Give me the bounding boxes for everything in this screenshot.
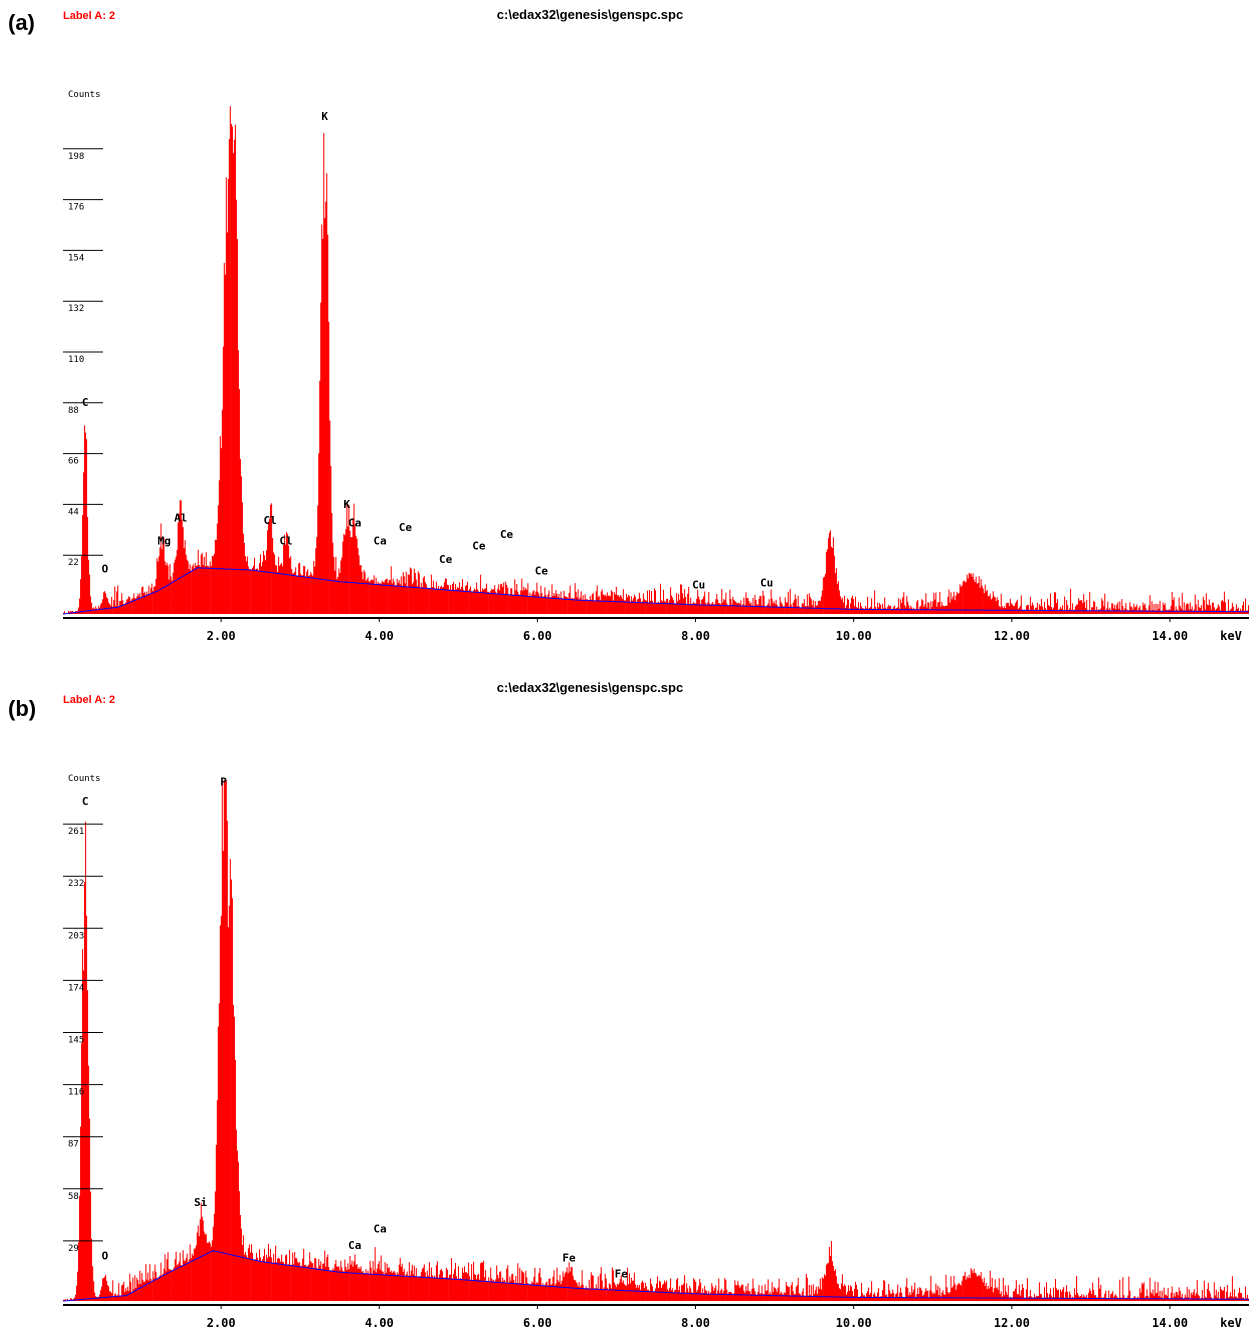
- spectrum-chart-a: 2.00 4.00 6.00 8.00 10.00 12.00 14.00 keV 22 44 66…: [62, 90, 1250, 643]
- y-tick-label: 22: [68, 558, 79, 568]
- y-axis-label: Counts: [68, 90, 101, 100]
- x-tick-label: 10.00: [836, 1316, 872, 1330]
- x-tick-label: 10.00: [836, 629, 872, 643]
- x-tick-label: 8.00: [681, 629, 710, 643]
- element-label: Si: [194, 1196, 208, 1209]
- element-label: Mg: [158, 535, 171, 548]
- element-label: P: [220, 775, 227, 788]
- x-tick-label: 6.00: [523, 629, 552, 643]
- y-tick-label: 198: [68, 152, 84, 162]
- spectrum-trace: [62, 780, 1250, 1301]
- y-tick-label: 132: [68, 304, 84, 314]
- element-label: O: [102, 1250, 109, 1263]
- x-unit-label: keV: [1220, 629, 1242, 643]
- element-label: Ce: [399, 521, 413, 534]
- y-tick-label: 232: [68, 879, 84, 889]
- y-tick-label: 87: [68, 1140, 79, 1150]
- x-tick-label: 8.00: [681, 1316, 710, 1330]
- background-fit-line: [62, 1250, 1249, 1302]
- x-tick-label: 14.00: [1152, 1316, 1188, 1330]
- x-tick-label: 12.00: [994, 629, 1030, 643]
- corner-label: Label A: 2: [63, 10, 116, 22]
- chart-title: c:\edax32\genesis\genspc.spc: [496, 680, 684, 695]
- y-tick-label: 88: [68, 406, 79, 416]
- element-label: Fe: [562, 1251, 576, 1264]
- chart-title: c:\edax32\genesis\genspc.spc: [496, 7, 684, 22]
- y-tick-label: 203: [68, 931, 84, 941]
- panel-letter: (b): [8, 696, 37, 721]
- y-tick-label: 58: [68, 1192, 79, 1202]
- element-label: Ce: [500, 528, 514, 541]
- element-label: Ce: [439, 553, 453, 566]
- background-fit-line: [62, 567, 1249, 615]
- y-tick-label: 66: [68, 457, 79, 467]
- y-tick-label: 29: [68, 1244, 79, 1254]
- element-label: Cu: [692, 579, 705, 592]
- x-tick-label: 6.00: [523, 1316, 552, 1330]
- y-tick-label: 110: [68, 355, 84, 365]
- element-label: O: [102, 562, 109, 575]
- panel-letter: (a): [8, 10, 35, 35]
- y-tick-label: 154: [68, 253, 84, 263]
- element-label: Cl: [279, 535, 292, 548]
- element-label: K: [321, 110, 328, 123]
- y-tick-label: 174: [68, 983, 84, 993]
- x-tick-label: 4.00: [365, 629, 394, 643]
- element-label: C: [82, 795, 89, 808]
- spectrum-trace: [62, 106, 1250, 614]
- element-label: Ce: [535, 565, 549, 578]
- spectrum-panel-a: (a) Label A: 2 c:\edax32\genesis\genspc.…: [0, 0, 1259, 665]
- element-label: Cl: [264, 514, 277, 527]
- element-label: Al: [174, 512, 187, 525]
- element-label: Ca: [373, 1223, 386, 1236]
- x-tick-label: 12.00: [994, 1316, 1030, 1330]
- y-tick-label: 261: [68, 827, 84, 837]
- element-label: Cu: [760, 576, 773, 589]
- spectrum-panel-b: (b) Label A: 2 c:\edax32\genesis\genspc.…: [0, 668, 1259, 1335]
- y-tick-label: 145: [68, 1036, 84, 1046]
- element-label: K: [344, 498, 351, 511]
- x-tick-label: 2.00: [207, 1316, 236, 1330]
- element-label: Ce: [472, 539, 486, 552]
- y-tick-label: 176: [68, 203, 84, 213]
- corner-label: Label A: 2: [63, 694, 116, 706]
- element-label: Ca: [373, 535, 386, 548]
- x-tick-label: 4.00: [365, 1316, 394, 1330]
- element-label: C: [82, 396, 89, 409]
- x-unit-label: keV: [1220, 1316, 1242, 1330]
- element-label: Ca: [348, 516, 361, 529]
- y-tick-label: 116: [68, 1088, 84, 1098]
- x-tick-label: 2.00: [207, 629, 236, 643]
- y-tick-label: 44: [68, 507, 79, 517]
- y-axis-label: Counts: [68, 774, 101, 784]
- spectrum-chart-b: 2.00 4.00 6.00 8.00 10.00 12.00 14.00 keV 29 58 87…: [62, 774, 1250, 1330]
- element-label: Fe: [615, 1268, 629, 1281]
- x-tick-label: 14.00: [1152, 629, 1188, 643]
- element-label: Ca: [348, 1239, 361, 1252]
